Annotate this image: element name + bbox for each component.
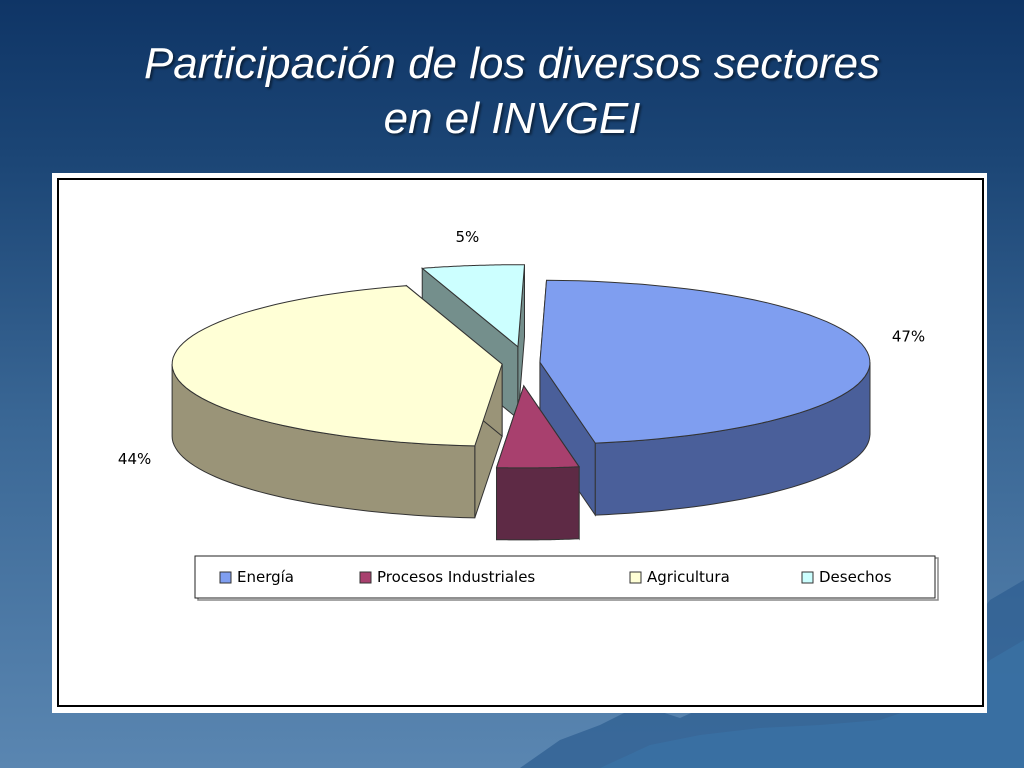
legend-swatch-desechos <box>801 571 814 584</box>
slice-energia <box>539 279 871 517</box>
legend-label-desechos: Desechos <box>819 568 892 586</box>
data-label-desechos: 5% <box>456 228 480 246</box>
legend-swatch-agricultura <box>629 571 642 584</box>
plot-border <box>57 178 984 707</box>
slide-title: Participación de los diversos sectores e… <box>0 36 1024 146</box>
legend-label-agricultura: Agricultura <box>647 568 730 586</box>
legend-label-energia: Energía <box>237 568 294 586</box>
slice-agricultura <box>171 284 503 519</box>
data-label-energia: 47% <box>892 328 925 346</box>
legend-swatch-procesos-industriales <box>359 571 372 584</box>
data-label-agricultura: 44% <box>118 450 151 468</box>
title-line-1: Participación de los diversos sectores <box>143 39 881 88</box>
title-line-2: en el INVGEI <box>383 94 641 143</box>
legend-swatch-energia <box>219 571 232 584</box>
legend-label-procesos-industriales: Procesos Industriales <box>377 568 535 586</box>
slice-procesos-industriales <box>495 384 581 541</box>
legend: Energía Procesos Industriales Agricultura D… <box>194 555 939 601</box>
